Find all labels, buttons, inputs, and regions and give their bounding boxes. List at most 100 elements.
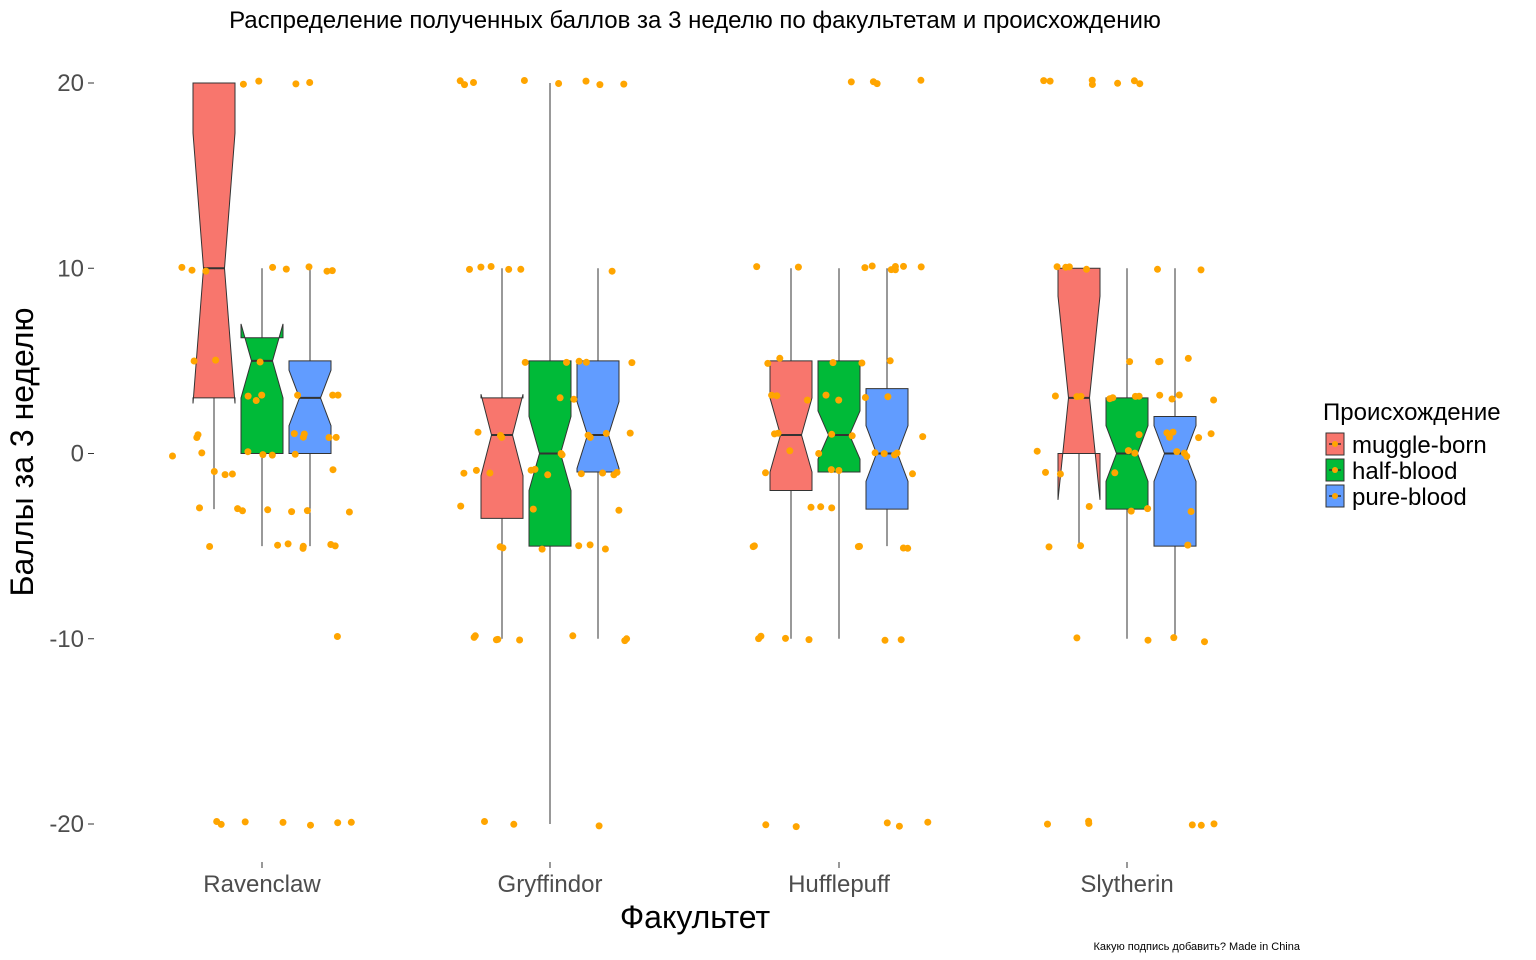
data-point xyxy=(1045,543,1053,551)
data-point xyxy=(575,542,583,550)
data-point xyxy=(1111,469,1119,477)
data-point xyxy=(294,391,302,399)
data-point xyxy=(193,434,201,441)
data-point xyxy=(210,468,218,475)
data-point xyxy=(575,357,583,365)
data-point xyxy=(538,545,546,553)
data-point xyxy=(1056,470,1064,478)
data-point xyxy=(891,451,898,459)
data-point xyxy=(347,818,355,826)
data-point xyxy=(334,391,342,399)
data-point xyxy=(563,358,570,366)
data-point xyxy=(883,819,891,827)
data-point xyxy=(792,823,800,831)
data-point xyxy=(284,540,292,548)
data-point xyxy=(1207,430,1215,438)
data-point xyxy=(239,507,246,515)
data-point xyxy=(827,466,835,474)
box-body xyxy=(240,323,284,454)
data-point xyxy=(556,394,564,402)
data-point xyxy=(1210,820,1218,828)
data-point xyxy=(1154,265,1161,273)
data-point xyxy=(486,469,494,477)
data-point xyxy=(288,508,296,516)
data-point xyxy=(244,448,252,456)
y-tick-label: 20 xyxy=(57,70,84,97)
data-point xyxy=(282,265,290,273)
chart-title: Распределение полученных баллов за 3 нед… xyxy=(229,7,1161,34)
data-point xyxy=(749,543,757,551)
box-body xyxy=(192,82,236,404)
data-point xyxy=(274,541,282,549)
data-point xyxy=(582,77,590,85)
data-point xyxy=(828,430,836,438)
box-ravenclaw-pure-blood xyxy=(288,268,332,547)
data-point xyxy=(584,431,592,439)
data-point xyxy=(241,818,249,826)
legend-title: Происхождение xyxy=(1323,399,1501,426)
box-gryffindor-pure-blood xyxy=(576,268,620,639)
data-point xyxy=(516,636,524,644)
data-point xyxy=(169,452,176,460)
data-point xyxy=(1109,394,1117,402)
data-point xyxy=(544,471,552,479)
data-point xyxy=(1077,392,1085,400)
data-point xyxy=(601,545,609,553)
box-hufflepuff-pure-blood xyxy=(865,268,909,547)
data-point xyxy=(774,429,782,437)
boxes-layer xyxy=(192,82,1197,824)
data-point xyxy=(1188,821,1196,829)
data-point xyxy=(764,359,772,367)
data-point xyxy=(620,80,628,88)
data-point xyxy=(1130,77,1138,85)
data-point xyxy=(835,467,843,474)
data-point xyxy=(762,469,769,477)
data-point xyxy=(895,822,903,830)
data-point xyxy=(1144,505,1152,513)
data-point xyxy=(1201,638,1208,646)
data-point xyxy=(178,263,186,271)
data-point xyxy=(333,633,341,640)
data-point xyxy=(520,77,528,84)
data-point xyxy=(782,634,789,642)
data-point xyxy=(470,633,478,641)
data-point xyxy=(1040,77,1048,85)
data-point xyxy=(569,632,577,640)
data-point xyxy=(1083,265,1090,273)
data-point xyxy=(190,357,198,365)
data-point xyxy=(1085,819,1093,827)
data-point xyxy=(1114,79,1122,87)
data-point xyxy=(1173,448,1181,456)
data-point xyxy=(776,354,784,362)
data-point xyxy=(255,77,263,85)
data-point xyxy=(1073,634,1081,642)
x-axis-title: Факультет xyxy=(620,899,771,935)
data-point xyxy=(917,76,925,84)
data-point xyxy=(269,263,277,271)
data-point xyxy=(487,263,495,270)
data-point xyxy=(258,391,266,399)
data-point xyxy=(202,267,210,275)
legend-key-point xyxy=(1332,441,1338,447)
data-point xyxy=(924,818,932,826)
data-point xyxy=(244,392,252,400)
data-point xyxy=(1197,266,1205,274)
data-point xyxy=(1184,354,1192,362)
data-point xyxy=(1065,263,1073,271)
data-point xyxy=(822,391,830,399)
data-point xyxy=(1051,392,1059,400)
data-point xyxy=(470,79,477,86)
data-point xyxy=(886,357,894,365)
data-point xyxy=(306,79,314,86)
data-point xyxy=(868,262,876,270)
data-point xyxy=(628,359,636,367)
data-point xyxy=(259,451,267,459)
data-point xyxy=(323,267,331,275)
data-point xyxy=(621,637,629,645)
box-hufflepuff-half-blood xyxy=(817,268,861,639)
data-point xyxy=(880,450,888,458)
data-point xyxy=(510,820,518,828)
box-body xyxy=(1153,415,1197,547)
data-point xyxy=(807,503,815,511)
data-point xyxy=(1168,395,1176,403)
